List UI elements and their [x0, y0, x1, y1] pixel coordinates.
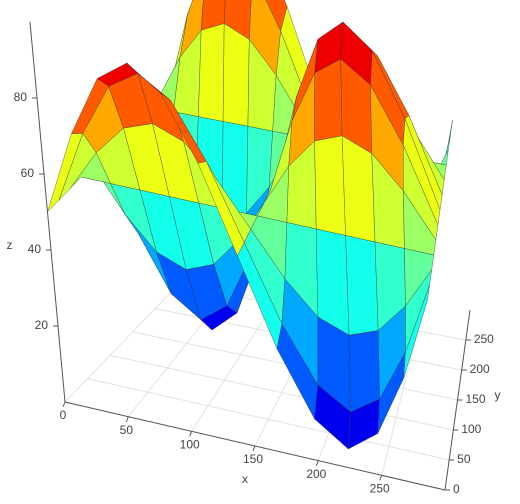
- x-tick: [252, 445, 256, 452]
- x-tick: [315, 460, 319, 466]
- grid-line: [109, 354, 454, 431]
- surface-cell: [345, 235, 379, 336]
- x-tick-label: 200: [306, 467, 326, 481]
- surface-cell: [198, 23, 225, 122]
- x-tick-label: 250: [370, 482, 390, 496]
- surface-cell: [314, 58, 343, 142]
- grid-line: [87, 378, 450, 461]
- z-tick-label: 80: [14, 90, 28, 104]
- x-tick: [379, 475, 383, 481]
- x-tick: [62, 401, 66, 408]
- surface-cell: [222, 23, 250, 127]
- surface-cell: [403, 284, 430, 379]
- y-tick-label: 250: [474, 332, 494, 346]
- z-tick-label: 20: [35, 318, 49, 332]
- surface-cell: [348, 330, 380, 413]
- x-axis-title: x: [242, 472, 248, 486]
- y-tick-label: 100: [461, 422, 481, 436]
- x-tick-label: 100: [180, 438, 200, 452]
- y-tick-label: 0: [453, 482, 460, 496]
- y-axis-title: y: [495, 388, 501, 402]
- surface-cell: [314, 135, 346, 236]
- z-axis-title: z: [7, 238, 13, 252]
- y-tick-label: 150: [466, 392, 486, 406]
- x-tick-label: 150: [243, 452, 263, 466]
- x-tick: [125, 416, 129, 422]
- x-tick: [189, 431, 193, 437]
- z-tick-label: 40: [28, 242, 42, 256]
- z-tick-label: 60: [21, 166, 35, 180]
- y-tick-label: 50: [457, 452, 471, 466]
- x-tick-label: 0: [60, 408, 67, 422]
- x-tick-label: 50: [120, 423, 134, 437]
- y-tick-label: 200: [470, 362, 490, 376]
